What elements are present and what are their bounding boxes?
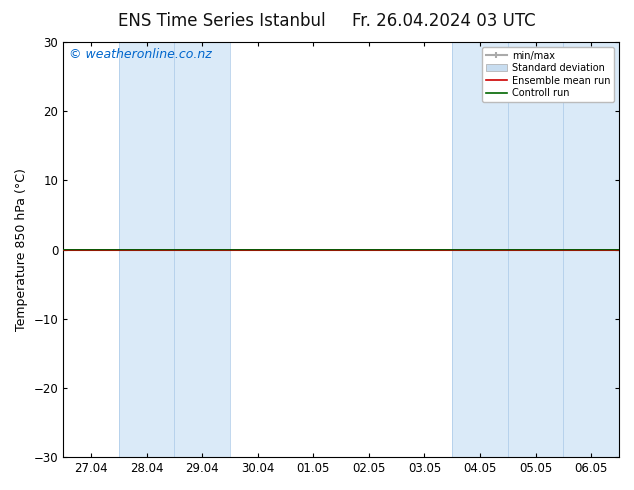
Bar (564, 42, 619, 457)
Bar (452, 42, 564, 457)
Y-axis label: Temperature 850 hPa (°C): Temperature 850 hPa (°C) (15, 168, 28, 331)
Legend: min/max, Standard deviation, Ensemble mean run, Controll run: min/max, Standard deviation, Ensemble me… (482, 47, 614, 102)
Text: © weatheronline.co.nz: © weatheronline.co.nz (68, 49, 212, 61)
Text: ENS Time Series Istanbul: ENS Time Series Istanbul (118, 12, 326, 30)
Bar (119, 42, 230, 457)
Text: Fr. 26.04.2024 03 UTC: Fr. 26.04.2024 03 UTC (352, 12, 536, 30)
